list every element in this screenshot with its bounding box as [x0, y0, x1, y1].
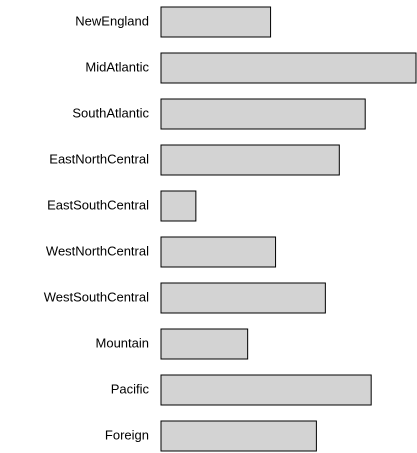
- bar: [160, 236, 277, 268]
- y-tick-label: EastSouthCentral: [47, 197, 149, 212]
- bar: [160, 6, 272, 38]
- y-tick-label: EastNorthCentral: [49, 151, 149, 166]
- bar: [160, 144, 340, 176]
- bar: [160, 328, 249, 360]
- bar: [160, 374, 372, 406]
- y-tick-label: MidAtlantic: [85, 59, 149, 74]
- y-tick-label: WestSouthCentral: [44, 289, 149, 304]
- y-tick-label: WestNorthCentral: [46, 243, 149, 258]
- y-tick-label: Mountain: [96, 335, 149, 350]
- bar: [160, 420, 317, 452]
- y-tick-label: Foreign: [105, 427, 149, 442]
- bar: [160, 98, 366, 130]
- bar: [160, 52, 417, 84]
- y-tick-label: NewEngland: [75, 13, 149, 28]
- y-tick-label: SouthAtlantic: [72, 105, 149, 120]
- bar: [160, 190, 197, 222]
- bar: [160, 282, 326, 314]
- y-tick-label: Pacific: [111, 381, 150, 396]
